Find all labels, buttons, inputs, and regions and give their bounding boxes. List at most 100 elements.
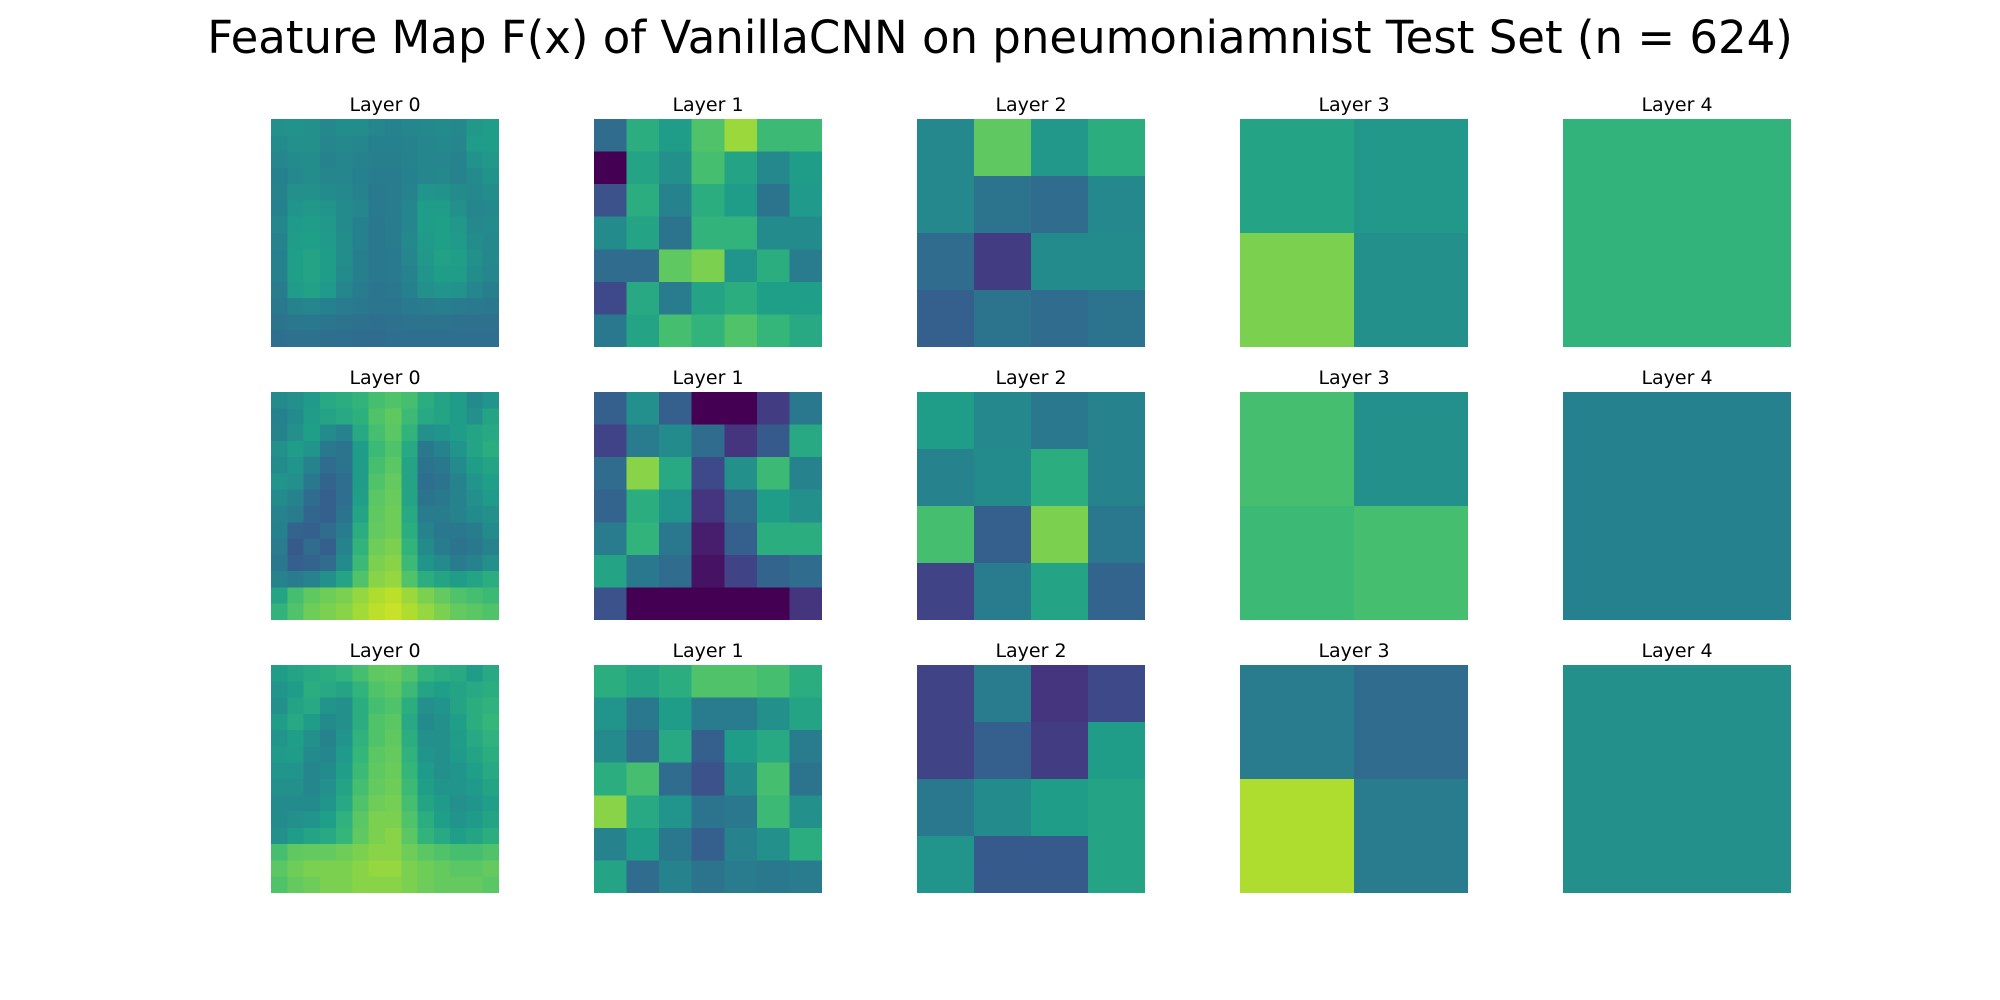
heatmap-cell — [789, 392, 822, 426]
heatmap-cell — [659, 281, 693, 316]
heatmap-cell — [433, 860, 451, 878]
panel-r2-c0: Layer 0 — [271, 639, 499, 893]
heatmap-cell — [466, 730, 484, 748]
heatmap-cell — [1088, 506, 1145, 564]
heatmap-cell — [319, 424, 337, 442]
heatmap-cell — [271, 681, 288, 699]
heatmap-cell — [659, 184, 693, 218]
heatmap-cell — [724, 184, 758, 218]
heatmap-cell — [368, 489, 386, 507]
heatmap-cell — [450, 473, 468, 491]
heatmap-cell — [789, 457, 822, 491]
heatmap-cell — [724, 457, 758, 491]
heatmap-cell — [417, 184, 435, 202]
heatmap-cell — [756, 392, 791, 426]
heatmap-cell — [319, 457, 337, 475]
heatmap-cell — [303, 473, 321, 491]
heatmap-cell — [756, 119, 791, 153]
heatmap-cell — [417, 281, 435, 299]
heatmap-cell — [466, 522, 484, 540]
heatmap-cell — [401, 249, 419, 267]
heatmap-cell — [1354, 392, 1468, 507]
heatmap-cell — [352, 330, 370, 347]
heatmap-cell — [271, 216, 288, 234]
heatmap-cell — [401, 167, 419, 185]
heatmap-cell — [303, 876, 321, 893]
heatmap-cell — [433, 762, 451, 780]
heatmap-cell — [417, 392, 435, 409]
heatmap-cell — [433, 554, 451, 572]
heatmap-cell — [482, 506, 499, 523]
heatmap-cell — [352, 424, 370, 442]
heatmap-cell — [433, 795, 451, 813]
heatmap-cell — [385, 571, 402, 589]
heatmap-cell — [368, 392, 386, 409]
heatmap-cell — [466, 844, 484, 862]
heatmap-cell — [450, 440, 468, 458]
heatmap-cell — [433, 424, 451, 442]
heatmap-cell — [450, 746, 468, 764]
heatmap-cell — [724, 762, 758, 796]
heatmap-cell — [724, 249, 758, 283]
heatmap-cell — [368, 506, 386, 523]
heatmap-cell — [319, 440, 337, 458]
heatmap-cell — [368, 249, 386, 267]
heatmap-cell — [287, 408, 305, 426]
heatmap-cell — [466, 216, 484, 234]
heatmap-cell — [303, 119, 321, 136]
heatmap-cell — [336, 506, 354, 523]
heatmap-cell — [401, 135, 419, 153]
heatmap-cell — [385, 167, 402, 185]
heatmap — [917, 665, 1145, 893]
heatmap-cell — [466, 827, 484, 845]
heatmap-cell — [626, 860, 660, 893]
heatmap-cell — [385, 457, 402, 475]
heatmap-cell — [450, 249, 468, 267]
heatmap-cell — [385, 603, 402, 620]
heatmap-cell — [433, 184, 451, 202]
panel-r1-c4: Layer 4 — [1563, 366, 1791, 620]
heatmap-cell — [287, 440, 305, 458]
heatmap-cell — [482, 167, 499, 185]
heatmap-cell — [724, 314, 758, 347]
heatmap-cell — [450, 424, 468, 442]
heatmap-cell — [974, 290, 1032, 347]
heatmap-cell — [974, 779, 1032, 837]
heatmap-cell — [271, 762, 288, 780]
heatmap-cell — [401, 795, 419, 813]
heatmap-cell — [450, 844, 468, 862]
panel-title: Layer 1 — [672, 367, 744, 389]
heatmap-cell — [417, 506, 435, 523]
heatmap-cell — [917, 779, 975, 837]
heatmap-cell — [271, 779, 288, 796]
heatmap-cell — [368, 730, 386, 748]
heatmap-cell — [368, 298, 386, 316]
heatmap-cell — [724, 860, 758, 893]
heatmap-cell — [450, 730, 468, 748]
panel-r1-c1: Layer 1 — [594, 366, 822, 620]
heatmap-cell — [433, 119, 451, 136]
heatmap-cell — [482, 473, 499, 491]
heatmap-cell — [385, 216, 402, 234]
heatmap-cell — [271, 392, 288, 409]
heatmap-cell — [482, 746, 499, 764]
heatmap — [594, 665, 822, 893]
heatmap-cell — [287, 844, 305, 862]
heatmap-cell — [303, 522, 321, 540]
heatmap-cell — [271, 827, 288, 845]
heatmap-cell — [756, 665, 791, 699]
heatmap-cell — [789, 522, 822, 556]
heatmap-cell — [401, 200, 419, 218]
heatmap-cell — [401, 216, 419, 234]
heatmap-cell — [659, 216, 693, 250]
heatmap-cell — [1031, 392, 1089, 450]
heatmap-cell — [450, 762, 468, 780]
heatmap-cell — [303, 408, 321, 426]
heatmap-cell — [1031, 665, 1089, 723]
heatmap-cell — [401, 473, 419, 491]
heatmap-cell — [659, 424, 693, 458]
heatmap-cell — [352, 795, 370, 813]
heatmap-cell — [789, 795, 822, 829]
heatmap-cell — [659, 522, 693, 556]
heatmap-cell — [466, 392, 484, 409]
